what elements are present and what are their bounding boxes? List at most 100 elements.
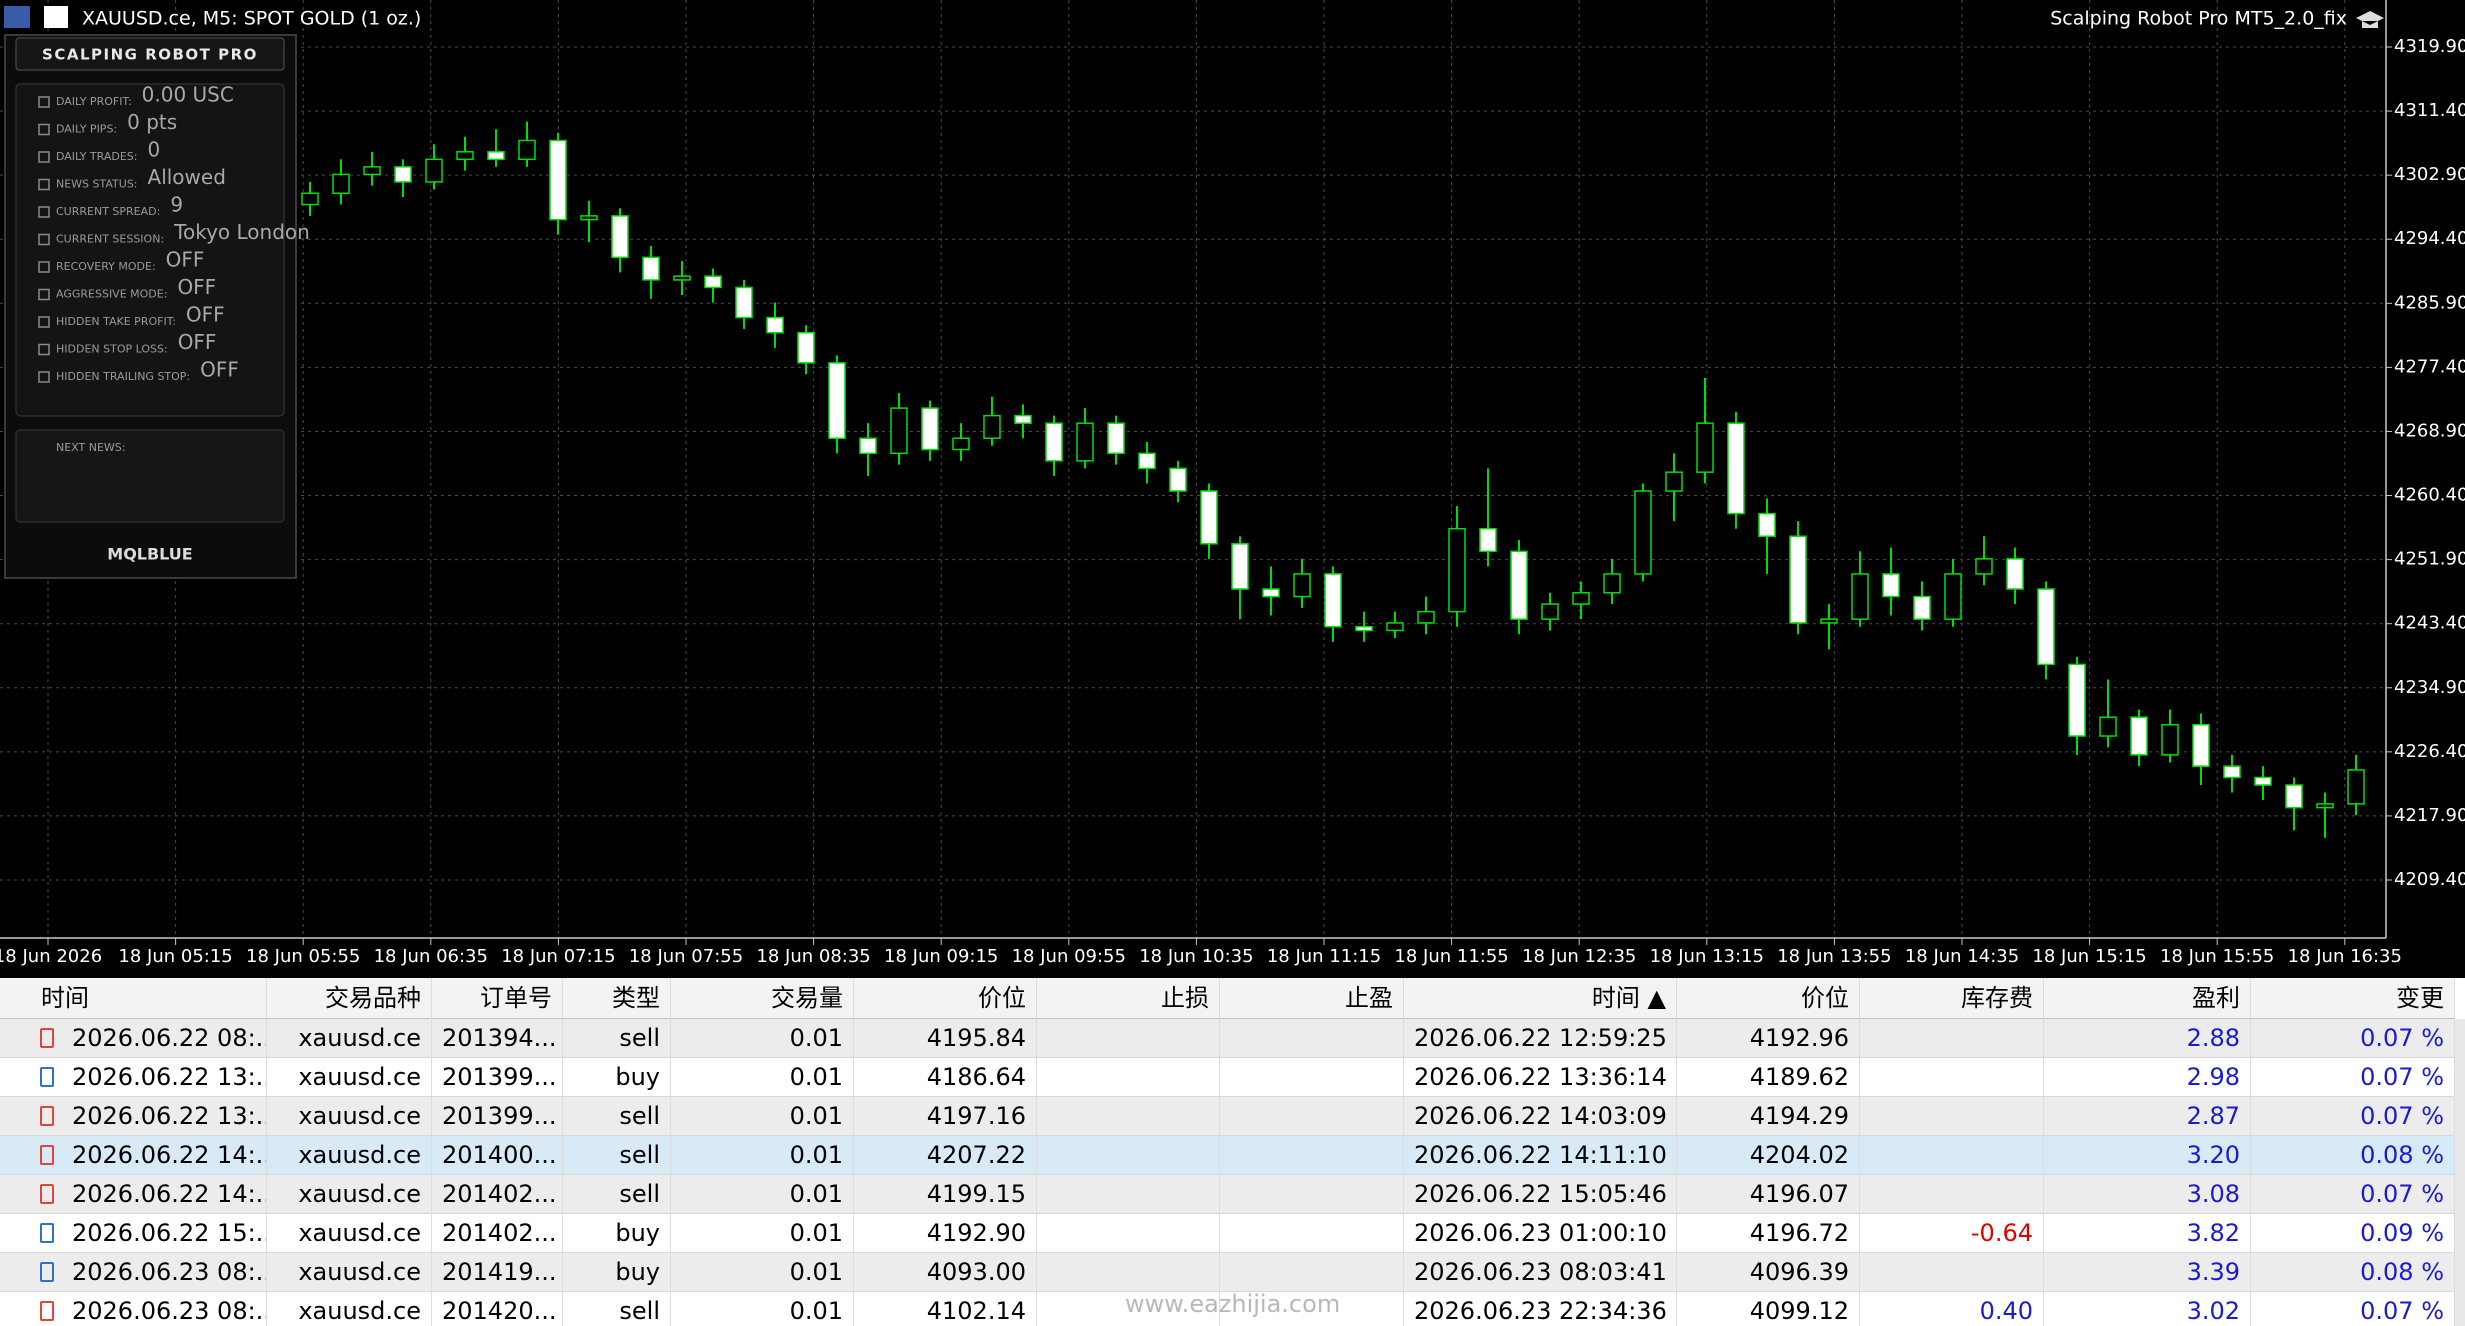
column-header[interactable]: 价位: [1677, 978, 1860, 1019]
table-row[interactable]: 2026.06.22 15:... xauusd.ce 201402... buy 0.…: [0, 1214, 2455, 1253]
table-cell: 4197.16: [854, 1097, 1037, 1136]
column-header[interactable]: 订单号: [432, 978, 563, 1019]
table-cell: 201420...: [432, 1292, 563, 1326]
column-header[interactable]: 类型: [563, 978, 671, 1019]
panel-row-value: 0.00 USC: [142, 83, 234, 107]
candle-body: [1634, 490, 1652, 575]
panel-row-label: NEWS STATUS:: [56, 178, 138, 191]
candle-body: [2037, 588, 2055, 666]
table-row[interactable]: 2026.06.22 13:... xauusd.ce 201399... buy 0.…: [0, 1058, 2455, 1097]
y-tick-label: 4260.40: [2394, 485, 2465, 506]
candle-body: [859, 437, 877, 455]
table-row[interactable]: 2026.06.23 08:... xauusd.ce 201420... sell 0…: [0, 1292, 2455, 1326]
table-cell: 0.07 %: [2251, 1292, 2455, 1326]
table-cell: [1220, 1019, 1404, 1058]
panel-title: SCALPING ROBOT PRO: [42, 46, 258, 64]
candle-body: [983, 414, 1001, 439]
column-header[interactable]: 价位: [854, 978, 1037, 1019]
panel-news-box: [15, 429, 285, 523]
column-header[interactable]: 交易量: [671, 978, 854, 1019]
column-header[interactable]: 止损: [1037, 978, 1220, 1019]
column-header[interactable]: 盈利: [2044, 978, 2251, 1019]
table-cell: sell: [563, 1175, 671, 1214]
table-cell: sell: [563, 1136, 671, 1175]
deal-icon: [40, 1106, 54, 1126]
x-tick-label: 18 Jun 2026: [0, 946, 102, 967]
table-cell: 4102.14: [854, 1292, 1037, 1326]
table-cell: 2026.06.22 14:03:09: [1404, 1097, 1677, 1136]
table-cell: 4189.62: [1677, 1058, 1860, 1097]
table-cell: 201402...: [432, 1175, 563, 1214]
table-cell: 0.09 %: [2251, 1214, 2455, 1253]
menu-icon[interactable]: [4, 6, 30, 28]
table-cell: 4196.07: [1677, 1175, 1860, 1214]
candle-body: [1262, 588, 1280, 598]
candle-body: [1169, 467, 1187, 492]
candle-body: [1603, 573, 1621, 594]
x-tick-label: 18 Jun 11:15: [1267, 946, 1381, 967]
x-tick-label: 18 Jun 13:15: [1650, 946, 1764, 967]
table-row[interactable]: 2026.06.23 08:... xauusd.ce 201419... buy 0.…: [0, 1253, 2455, 1292]
x-tick-label: 18 Jun 07:55: [629, 946, 743, 967]
column-header[interactable]: 时间 ▲: [1404, 978, 1677, 1019]
candle-body: [704, 275, 722, 289]
x-tick-label: 18 Jun 14:35: [1905, 946, 2019, 967]
table-cell: [1860, 1175, 2044, 1214]
candles: [301, 121, 2365, 838]
symbol-title: XAUUSD.ce, M5: SPOT GOLD (1 oz.): [82, 8, 421, 30]
table-row[interactable]: 2026.06.22 13:... xauusd.ce 201399... sell 0…: [0, 1097, 2455, 1136]
y-tick-label: 4319.90: [2394, 36, 2465, 57]
table-cell: [1860, 1253, 2044, 1292]
table-cell: 0.07 %: [2251, 1058, 2455, 1097]
table-row[interactable]: 2026.06.22 14:... xauusd.ce 201402... sell 0…: [0, 1175, 2455, 1214]
column-header[interactable]: 止盈: [1220, 978, 1404, 1019]
table-cell: 3.82: [2044, 1214, 2251, 1253]
table-row[interactable]: 2026.06.22 08:... xauusd.ce 201394... sell 0…: [0, 1019, 2455, 1058]
candle-body: [1014, 414, 1032, 424]
table-cell: 4096.39: [1677, 1253, 1860, 1292]
panel-row-value: OFF: [186, 303, 225, 327]
table-cell: 4199.15: [854, 1175, 1037, 1214]
symbol-icon[interactable]: [44, 6, 68, 28]
panel-row-label: DAILY TRADES:: [56, 150, 137, 163]
deal-icon: [40, 1301, 54, 1321]
table-cell: 2026.06.23 08:...: [28, 1292, 267, 1326]
column-header[interactable]: 交易品种: [267, 978, 432, 1019]
panel-row-label: AGGRESSIVE MODE:: [56, 288, 167, 301]
candle-body: [1789, 535, 1807, 624]
panel-rows: DAILY PROFIT: 0.00 USC DAILY PIPS: 0 pts DAI…: [38, 83, 310, 383]
column-header[interactable]: 变更: [2251, 978, 2455, 1019]
table-cell: xauusd.ce: [267, 1214, 432, 1253]
x-tick-label: 18 Jun 12:35: [1522, 946, 1636, 967]
x-tick-label: 18 Jun 09:55: [1012, 946, 1126, 967]
table-cell: 201399...: [432, 1058, 563, 1097]
y-tick-label: 4209.40: [2394, 869, 2465, 890]
candle-body: [2192, 723, 2210, 767]
candle-body: [921, 407, 939, 451]
table-cell: 2026.06.22 15:...: [28, 1214, 267, 1253]
deal-icon: [40, 1067, 54, 1087]
table-row[interactable]: 2026.06.22 14:... xauusd.ce 201400... sell 0…: [0, 1136, 2455, 1175]
x-tick-label: 18 Jun 05:55: [246, 946, 360, 967]
column-header[interactable]: 时间: [28, 978, 267, 1019]
panel-row-icon: [38, 206, 50, 218]
panel-row-value: Allowed: [148, 165, 226, 189]
x-tick-label: 18 Jun 10:35: [1139, 946, 1253, 967]
table-cell: [1860, 1136, 2044, 1175]
x-tick-label: 18 Jun 07:15: [501, 946, 615, 967]
table-cell: 3.39: [2044, 1253, 2251, 1292]
y-tick-label: 4277.40: [2394, 356, 2465, 377]
column-header[interactable]: 库存费: [1860, 978, 2044, 1019]
candle-body: [1882, 573, 1900, 598]
table-cell: xauusd.ce: [267, 1097, 432, 1136]
table-cell: [1220, 1214, 1404, 1253]
table-cell: 4093.00: [854, 1253, 1037, 1292]
table-cell: 2.87: [2044, 1097, 2251, 1136]
candle-body: [2006, 558, 2024, 590]
panel-row-value: OFF: [166, 248, 205, 272]
table-cell: 3.08: [2044, 1175, 2251, 1214]
table-cell: 201400...: [432, 1136, 563, 1175]
scrollbar[interactable]: [2455, 1019, 2465, 1326]
table-cell: [1860, 1097, 2044, 1136]
